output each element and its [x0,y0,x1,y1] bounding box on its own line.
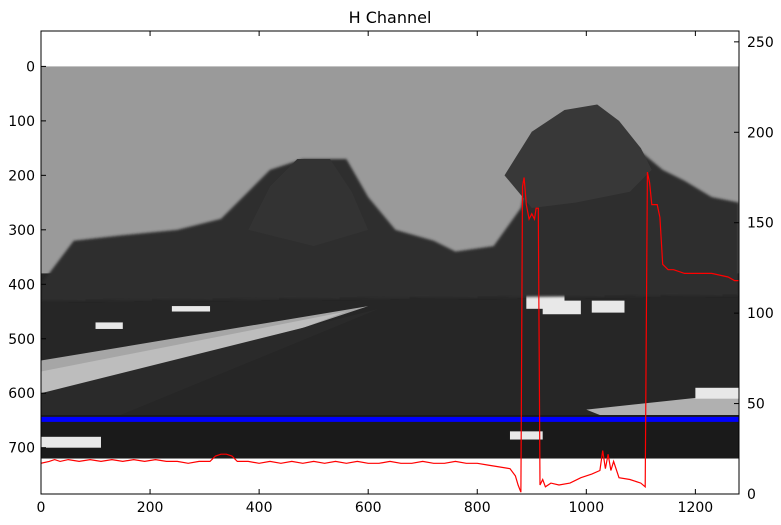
white-patch [695,387,739,399]
x-tick-label: 1200 [678,500,714,516]
white-patch [509,431,543,440]
series-layer [41,171,739,493]
y-right-tick-label: 50 [747,397,765,413]
foreground-band [41,415,739,459]
y-right-tick-label: 0 [747,487,756,503]
tree-crown [504,104,652,209]
y-left-tick-label: 500 [8,332,35,348]
white-patch [95,322,123,329]
y-left-tick-label: 700 [8,441,35,457]
y-axis-right: 0 50 100 150 200 250 [734,35,774,503]
chart-title: H Channel [349,8,432,27]
white-patch [41,436,101,448]
image-bottom-margin [41,458,739,494]
y-left-tick-label: 200 [8,168,35,184]
x-tick-label: 200 [137,500,164,516]
white-patch [171,306,211,312]
x-tick-label: 400 [246,500,273,516]
x-axis: 0 200 400 600 800 1000 1200 [37,31,714,516]
y-left-tick-label: 100 [8,114,35,130]
h-channel-image [41,66,739,494]
y-axis-left: 0 100 200 300 400 500 600 700 [8,59,46,457]
x-tick-label: 0 [37,500,46,516]
x-tick-label: 1000 [568,500,604,516]
white-patch [591,300,625,313]
y-right-tick-label: 250 [747,35,774,51]
y-left-tick-label: 600 [8,386,35,402]
y-right-tick-label: 150 [747,216,774,232]
plot-frame [40,30,740,495]
x-tick-label: 800 [464,500,491,516]
y-left-tick-label: 0 [26,59,35,75]
tree-crown [248,159,369,247]
y-left-tick-label: 400 [8,277,35,293]
white-patch [542,300,581,315]
x-tick-label: 600 [355,500,382,516]
y-right-tick-label: 100 [747,306,774,322]
right-verge [586,393,739,421]
y-right-tick-label: 200 [747,125,774,141]
series-line [41,171,739,493]
road-surface [41,308,380,448]
y-left-tick-label: 300 [8,223,35,239]
